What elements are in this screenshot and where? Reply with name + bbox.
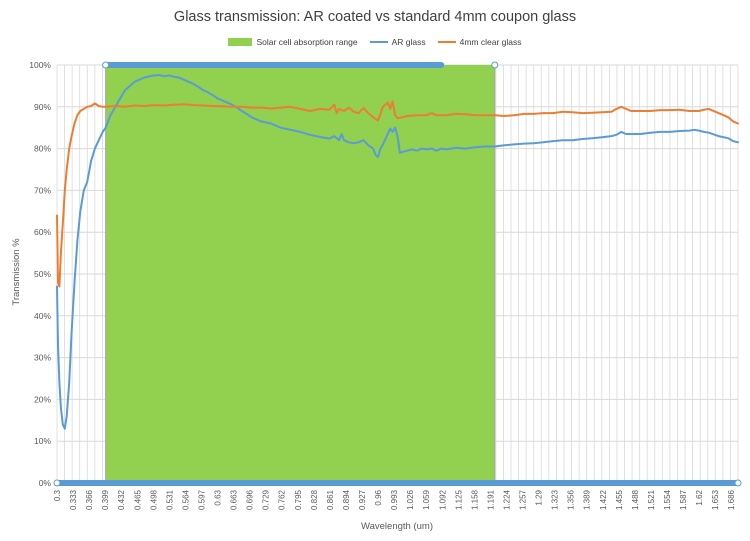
legend-item-band: Solar cell absorption range xyxy=(228,37,358,47)
y-tick-label: 50% xyxy=(34,269,51,279)
x-tick-label: 0.894 xyxy=(342,489,351,510)
y-tick-label: 40% xyxy=(34,311,51,321)
legend-item-clear-glass: 4mm clear glass xyxy=(437,37,522,47)
x-tick-label: 0.498 xyxy=(149,489,158,510)
x-tick-label: 1.422 xyxy=(599,489,608,510)
x-tick-label: 0.927 xyxy=(358,489,367,510)
x-tick-label: 0.993 xyxy=(390,489,399,510)
x-tick-label: 0.366 xyxy=(85,489,94,510)
x-tick-label: 1.125 xyxy=(454,489,463,510)
band-top-handle-left xyxy=(102,61,110,69)
x-tick-label: 1.686 xyxy=(727,489,736,510)
x-tick-label: 1.62 xyxy=(695,489,704,505)
absorption-band-layer xyxy=(105,65,496,483)
x-tick-label: 0.465 xyxy=(133,489,142,510)
y-tick-label: 100% xyxy=(29,60,51,70)
legend-swatch-ar-glass xyxy=(369,41,388,43)
series-layer xyxy=(56,74,739,430)
absorption-band xyxy=(105,65,495,483)
x-tick-label: 0.696 xyxy=(246,489,255,510)
x-tick-label: 1.257 xyxy=(519,489,528,510)
x-tick-label: 1.554 xyxy=(663,489,672,510)
x-tick-label: 0.399 xyxy=(101,489,110,510)
y-tick-label: 30% xyxy=(34,353,51,363)
x-tick-label: 1.092 xyxy=(438,489,447,510)
x-tick-label: 0.795 xyxy=(294,489,303,510)
x-axis-title: Wavelength (um) xyxy=(361,521,433,532)
x-axis-handle-right xyxy=(734,479,742,487)
x-tick-label: 1.158 xyxy=(470,489,479,510)
x-tick-label: 0.861 xyxy=(326,489,335,510)
legend-swatch-clear-glass xyxy=(437,41,456,43)
x-tick-label: 0.729 xyxy=(262,489,271,510)
legend-label-band: Solar cell absorption range xyxy=(256,37,358,47)
x-tick-label: 1.455 xyxy=(615,489,624,510)
x-tick-label: 0.564 xyxy=(181,489,190,510)
y-tick-label: 90% xyxy=(34,102,51,112)
x-tick-label: 1.521 xyxy=(647,489,656,510)
x-tick-label: 1.587 xyxy=(679,489,688,510)
y-tick-label: 60% xyxy=(34,227,51,237)
x-tick-label: 0.531 xyxy=(165,489,174,510)
x-tick-label: 1.653 xyxy=(711,489,720,510)
x-tick-label: 0.333 xyxy=(69,489,78,510)
legend-label-clear-glass: 4mm clear glass xyxy=(459,37,522,47)
y-tick-label: 0% xyxy=(39,478,52,488)
x-tick-label: 1.026 xyxy=(406,489,415,510)
legend-label-ar-glass: AR glass xyxy=(391,37,426,47)
y-tick-label: 70% xyxy=(34,185,51,195)
x-tick-label: 1.323 xyxy=(551,489,560,510)
x-tick-label: 1.224 xyxy=(502,489,511,510)
legend: Solar cell absorption range AR glass 4mm… xyxy=(0,37,750,47)
x-axis-handle-left xyxy=(53,479,61,487)
legend-swatch-band xyxy=(228,38,253,46)
x-tick-label: 0.762 xyxy=(278,489,287,510)
y-tick-label: 20% xyxy=(34,394,51,404)
x-tick-label: 1.356 xyxy=(567,489,576,510)
x-tick-label: 1.191 xyxy=(486,489,495,510)
x-tick-label: 0.828 xyxy=(310,489,319,510)
axis-layer: 0% 10% 20% 30% 40% 50% 60% 70% 80% 90% 100% 0.3 0.33… xyxy=(29,60,742,510)
x-tick-label: 1.29 xyxy=(535,489,544,505)
x-tick-label: 0.96 xyxy=(374,489,383,505)
x-tick-label: 0.432 xyxy=(117,489,126,510)
y-tick-label: 10% xyxy=(34,436,51,446)
y-tick-label: 80% xyxy=(34,144,51,154)
x-tick-label: 1.488 xyxy=(631,489,640,510)
y-axis-title: Transmission % xyxy=(11,238,22,306)
x-tick-label: 0.3 xyxy=(53,489,62,501)
chart-title: Glass transmission: AR coated vs standar… xyxy=(173,9,577,25)
x-tick-label: 0.63 xyxy=(214,489,223,505)
legend-item-ar-glass: AR glass xyxy=(369,37,426,47)
x-tick-label: 0.597 xyxy=(197,489,206,510)
band-top-handle-right xyxy=(491,61,499,69)
x-tick-label: 1.389 xyxy=(583,489,592,510)
series-line-clear-glass xyxy=(56,100,739,288)
x-tick-label: 1.059 xyxy=(422,489,431,510)
x-tick-label: 0.663 xyxy=(230,489,239,510)
